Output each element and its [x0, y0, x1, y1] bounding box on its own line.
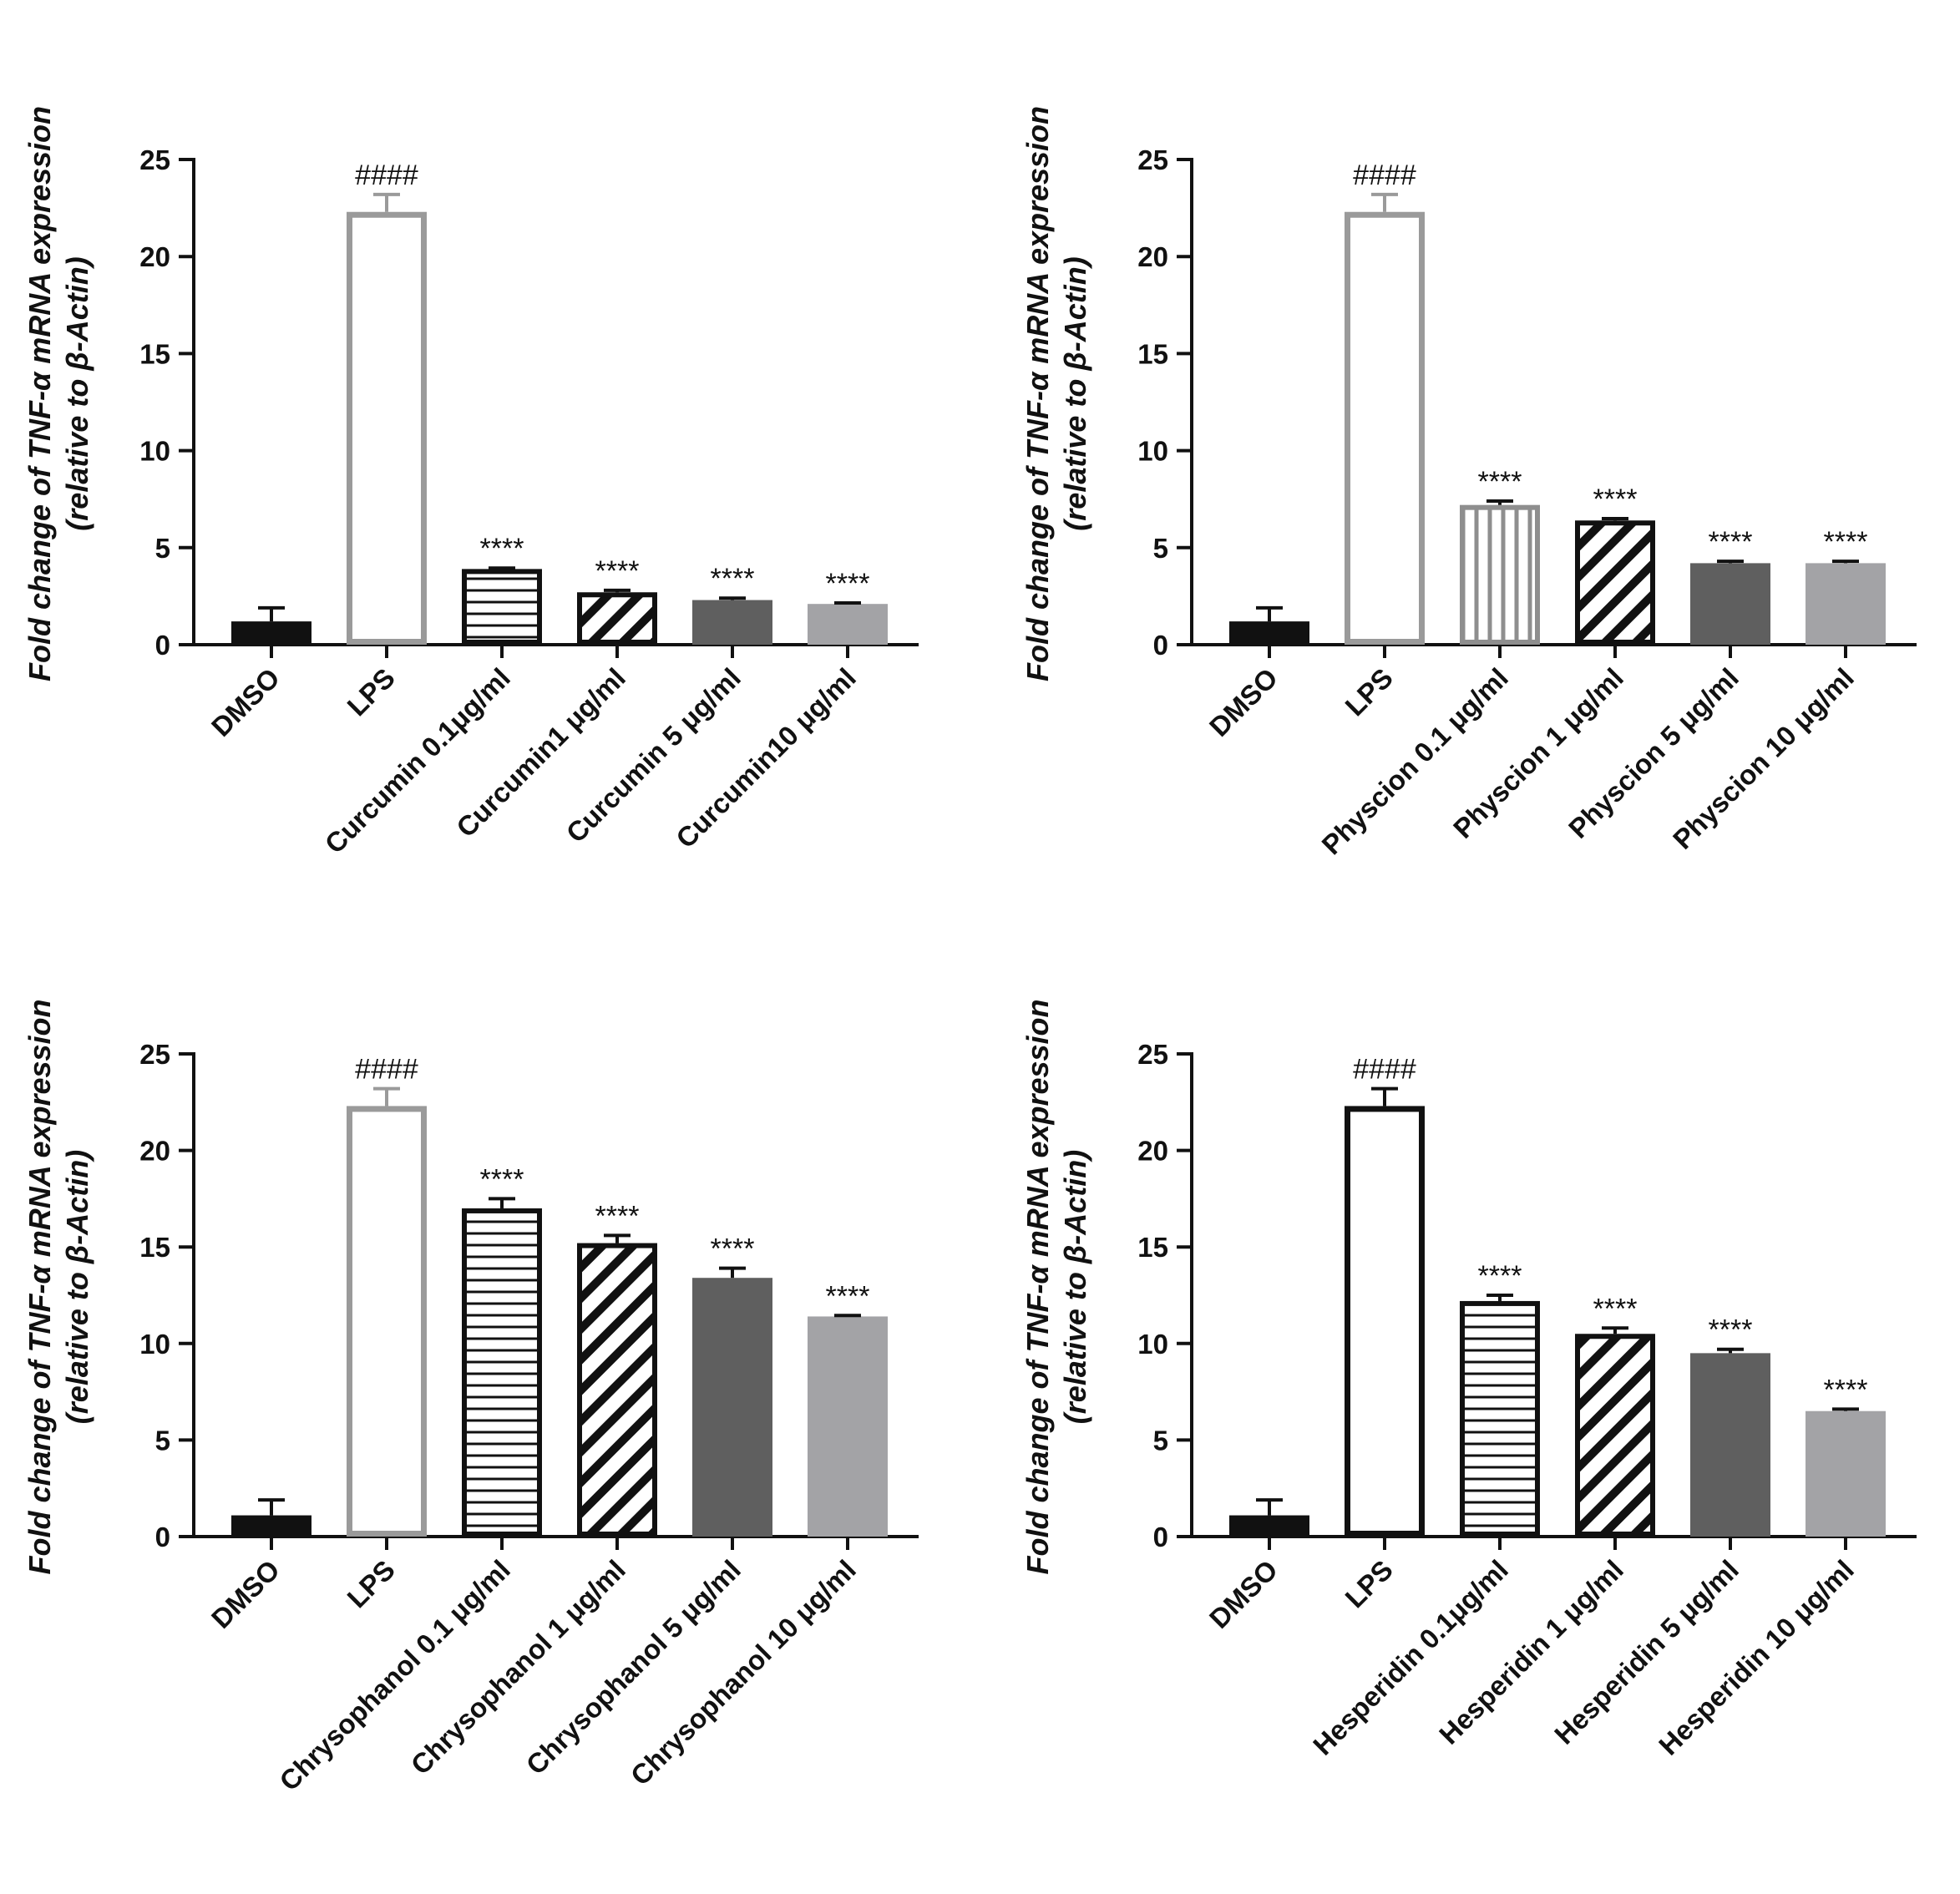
y-axis-sublabel: (relative to β-Actin) — [60, 256, 94, 530]
x-category-label: Chrysophanol 5 μg/ml — [520, 1554, 747, 1780]
bar-6 — [1806, 1410, 1886, 1537]
sig-star-label: **** — [711, 563, 755, 595]
bar-5 — [1690, 563, 1770, 646]
sig-star-label: **** — [1824, 526, 1868, 558]
y-tick-label: 5 — [1153, 533, 1168, 564]
y-tick-label: 10 — [1137, 1329, 1168, 1360]
sig-star-label: **** — [1478, 1260, 1522, 1292]
bar-4 — [1575, 1334, 1655, 1537]
x-category-label: DMSO — [205, 662, 286, 742]
x-category-label: DMSO — [1203, 662, 1284, 742]
x-category-label: Hesperidin 0.1μg/ml — [1307, 1554, 1514, 1761]
y-tick-label: 5 — [1153, 1425, 1168, 1456]
sig-star-label: **** — [826, 568, 870, 600]
chart-panel-4: Fold change of TNF-α mRNA expression (rel… — [1021, 999, 1917, 1761]
y-tick-label: 15 — [139, 1232, 170, 1263]
y-tick-label: 0 — [1153, 630, 1168, 661]
y-axis-label: Fold change of TNF-α mRNA expression — [23, 106, 57, 681]
y-tick-label: 0 — [155, 630, 170, 661]
bar-1 — [1229, 1515, 1309, 1537]
x-category-label: Chrysophanol 10 μg/ml — [625, 1554, 862, 1791]
bar-6 — [808, 1316, 888, 1537]
sig-star-label: **** — [1593, 1293, 1638, 1324]
x-category-label: Chrysophanol 0.1 μg/ml — [273, 1554, 516, 1797]
y-tick-label: 20 — [139, 241, 170, 272]
bar-6 — [808, 604, 888, 645]
y-tick-label: 20 — [1137, 1136, 1168, 1167]
bar-4 — [1575, 520, 1655, 645]
bar-3 — [462, 1208, 542, 1537]
x-category-label: LPS — [1339, 1554, 1399, 1614]
bar-2 — [1345, 1106, 1425, 1537]
x-category-label: Hesperidin 10 μg/ml — [1653, 1554, 1860, 1761]
bar-5 — [692, 1278, 772, 1537]
sig-star-label: **** — [1709, 526, 1753, 558]
sig-hash-label: #### — [355, 1054, 418, 1086]
bar-1 — [231, 1515, 311, 1537]
bar-3 — [1460, 504, 1540, 645]
sig-hash-label: #### — [1353, 160, 1416, 191]
y-axis-sublabel: (relative to β-Actin) — [1058, 1150, 1092, 1424]
y-tick-label: 0 — [1153, 1522, 1168, 1552]
bar-2 — [347, 1106, 427, 1537]
y-tick-label: 15 — [139, 338, 170, 369]
x-category-label: Chrysophanol 1 μg/ml — [405, 1554, 631, 1780]
y-tick-label: 20 — [1137, 241, 1168, 272]
y-tick-label: 25 — [139, 144, 170, 175]
y-axis-sublabel: (relative to β-Actin) — [60, 1150, 94, 1424]
bar-5 — [1690, 1353, 1770, 1537]
sig-star-label: **** — [595, 555, 640, 587]
y-tick-label: 10 — [139, 436, 170, 467]
sig-star-label: **** — [711, 1233, 755, 1265]
bar-3 — [462, 569, 542, 646]
sig-star-label: **** — [1478, 466, 1522, 498]
sig-star-label: **** — [595, 1200, 640, 1232]
sig-star-label: **** — [826, 1280, 870, 1312]
y-tick-label: 25 — [1137, 144, 1168, 175]
sig-star-label: **** — [1593, 484, 1638, 515]
bar-4 — [577, 1243, 657, 1537]
sig-star-label: **** — [1824, 1374, 1868, 1405]
chart-panel-1: Fold change of TNF-α mRNA expression (rel… — [23, 106, 919, 859]
y-tick-label: 0 — [155, 1522, 170, 1552]
x-category-label: DMSO — [205, 1554, 286, 1634]
chart-panel-2: Fold change of TNF-α mRNA expression (rel… — [1021, 106, 1917, 860]
y-tick-label: 15 — [1137, 1232, 1168, 1263]
bar-5 — [692, 600, 772, 645]
y-tick-label: 5 — [155, 1425, 170, 1456]
x-category-label: LPS — [341, 662, 401, 722]
y-axis-label: Fold change of TNF-α mRNA expression — [23, 999, 57, 1574]
bar-2 — [347, 211, 427, 645]
x-category-label: LPS — [341, 1554, 401, 1614]
bar-4 — [577, 592, 657, 646]
charts-root: Fold change of TNF-α mRNA expression (rel… — [23, 106, 1917, 1796]
sig-hash-label: #### — [355, 160, 418, 191]
chart-panel-3: Fold change of TNF-α mRNA expression (rel… — [23, 999, 919, 1796]
y-axis-label: Fold change of TNF-α mRNA expression — [1021, 106, 1055, 681]
y-tick-label: 10 — [139, 1329, 170, 1360]
y-tick-label: 25 — [139, 1039, 170, 1070]
sig-hash-label: #### — [1353, 1054, 1416, 1086]
bar-6 — [1806, 563, 1886, 646]
y-axis-label: Fold change of TNF-α mRNA expression — [1021, 999, 1055, 1574]
sig-star-label: **** — [480, 533, 524, 565]
y-axis-sublabel: (relative to β-Actin) — [1058, 256, 1092, 530]
x-category-label: DMSO — [1203, 1554, 1284, 1634]
y-tick-label: 10 — [1137, 436, 1168, 467]
bar-1 — [231, 621, 311, 645]
sig-star-label: **** — [1709, 1314, 1753, 1346]
y-tick-label: 25 — [1137, 1039, 1168, 1070]
bar-2 — [1345, 211, 1425, 645]
bar-1 — [1229, 621, 1309, 645]
x-category-label: LPS — [1339, 662, 1399, 722]
y-tick-label: 20 — [139, 1136, 170, 1167]
bar-3 — [1460, 1300, 1540, 1537]
y-tick-label: 5 — [155, 533, 170, 564]
sig-star-label: **** — [480, 1163, 524, 1195]
y-tick-label: 15 — [1137, 338, 1168, 369]
x-category-label: Physcion 0.1 μg/ml — [1315, 662, 1514, 861]
